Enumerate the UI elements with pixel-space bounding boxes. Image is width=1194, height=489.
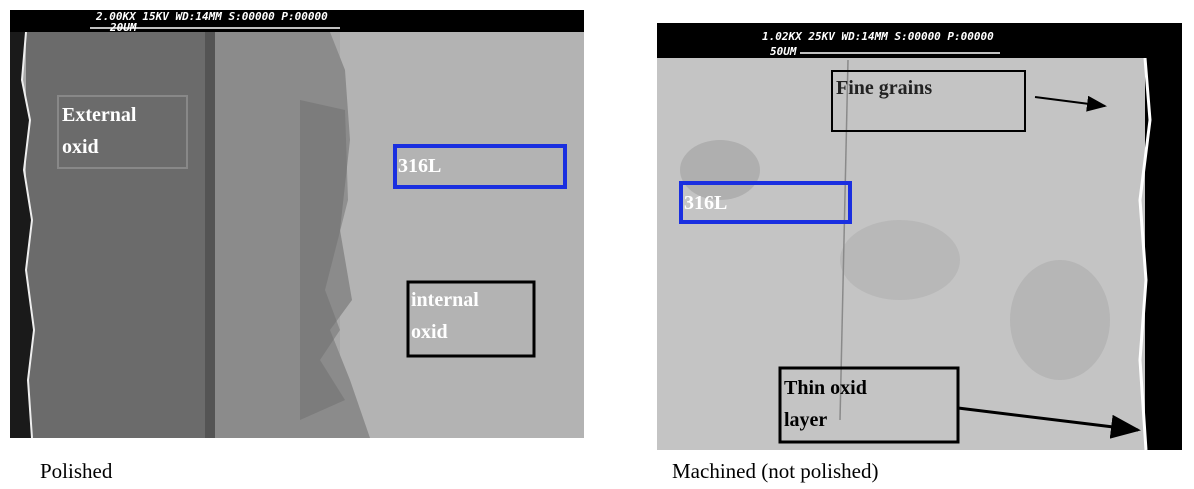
label: External [62, 104, 137, 126]
label: Fine grains [836, 77, 932, 99]
label: internal [411, 289, 479, 311]
label: 316L [684, 192, 727, 214]
micrograph-machined: 1.02KX 25KV WD:14MM S:00000 P:00000 50UM… [657, 23, 1182, 450]
figure: 2.00KX 15KV WD:14MM S:00000 P:00000 20UM… [0, 0, 1194, 489]
caption: Polished [40, 459, 113, 483]
label: Thin oxid [784, 377, 867, 399]
caption: Machined (not polished) [672, 459, 878, 483]
header-info: 1.02KX 25KV WD:14MM S:00000 P:00000 [762, 30, 994, 43]
label: oxid [411, 321, 448, 343]
micrograph-polished: 2.00KX 15KV WD:14MM S:00000 P:00000 20UM… [10, 10, 584, 438]
scale-label: 50UM [770, 45, 797, 58]
scale-label: 20UM [109, 21, 137, 34]
label: oxid [62, 136, 99, 158]
label: 316L [398, 155, 441, 177]
label: layer [784, 409, 827, 431]
